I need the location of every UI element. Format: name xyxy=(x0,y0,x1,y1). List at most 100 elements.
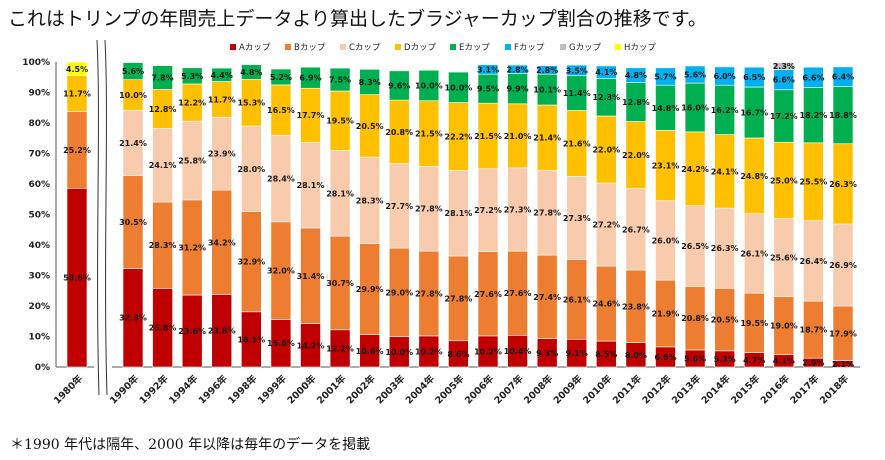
legend-label: Bカップ xyxy=(294,43,326,53)
x-tick-label: 1992年 xyxy=(137,372,171,406)
bar-segment xyxy=(181,67,203,85)
y-tick-label: 0% xyxy=(35,363,50,373)
data-label: 16.2% xyxy=(711,106,739,115)
data-label: 10.0% xyxy=(445,83,473,92)
y-tick-label: 50% xyxy=(28,211,50,221)
data-label: 29.9% xyxy=(356,285,384,294)
data-label: 12.8% xyxy=(622,98,650,107)
y-tick-label: 30% xyxy=(28,272,50,282)
data-label: 14.8% xyxy=(652,104,680,113)
data-label: 26.9% xyxy=(829,261,857,270)
data-label: 5.2% xyxy=(270,73,292,82)
data-label: 27.8% xyxy=(533,209,561,218)
data-label: 10.0% xyxy=(385,348,413,357)
data-label: 22.2% xyxy=(445,132,473,141)
data-label: 2.8% xyxy=(506,65,528,74)
data-label: 10.1% xyxy=(533,86,561,95)
data-label: 6.6% xyxy=(654,353,676,362)
data-label: 5.3% xyxy=(181,72,203,81)
data-label: 26.5% xyxy=(681,242,709,251)
data-label: 25.2% xyxy=(63,146,91,155)
data-label: 28.3% xyxy=(149,241,177,250)
data-label: 5.6% xyxy=(122,67,144,76)
bar-segment xyxy=(448,71,469,103)
data-label: 27.6% xyxy=(474,290,502,299)
y-tick-label: 20% xyxy=(28,302,50,312)
data-label: 17.9% xyxy=(829,329,857,338)
data-label: 22.0% xyxy=(622,151,650,160)
data-label: 4.1% xyxy=(595,68,617,77)
data-label: 19.5% xyxy=(740,319,768,328)
data-label: 26.1% xyxy=(563,295,591,304)
data-label: 27.2% xyxy=(474,206,502,215)
data-label: 32.9% xyxy=(237,258,265,267)
bar-segment xyxy=(122,62,144,80)
data-label: 15.6% xyxy=(267,339,295,348)
data-label: 27.6% xyxy=(504,289,532,298)
data-label: 26.0% xyxy=(652,236,680,245)
x-tick-label: 2005年 xyxy=(433,372,467,406)
data-label: 21.6% xyxy=(563,139,591,148)
data-label: 15.3% xyxy=(237,99,265,108)
data-label: 2.9% xyxy=(802,359,824,368)
data-label: 23.8% xyxy=(208,327,236,336)
data-label: 5.3% xyxy=(714,355,736,364)
y-tick-label: 40% xyxy=(28,241,50,251)
legend-swatch xyxy=(505,44,511,50)
data-label: 5.6% xyxy=(684,354,706,363)
data-label: 9.5% xyxy=(477,85,499,94)
x-tick-label: 2001年 xyxy=(314,372,348,406)
data-label: 31.2% xyxy=(178,243,206,252)
x-tick-label: 2010年 xyxy=(581,372,615,406)
y-tick-label: 70% xyxy=(28,150,50,160)
data-label: 24.2% xyxy=(681,165,709,174)
legend-label: Fカップ xyxy=(514,43,545,53)
data-label: 24.6% xyxy=(592,300,620,309)
bar-segment xyxy=(566,64,588,77)
data-label: 12.3% xyxy=(592,93,620,102)
data-label: 23.6% xyxy=(178,327,206,336)
data-label: 24.1% xyxy=(149,161,177,170)
data-label: 9.9% xyxy=(506,85,528,94)
data-label: 20.5% xyxy=(356,122,384,131)
data-label: 24.1% xyxy=(711,167,739,176)
data-label: 16.7% xyxy=(740,108,768,117)
x-tick-label: 2004年 xyxy=(403,372,437,406)
data-label: 18.2% xyxy=(800,111,828,120)
bar-segment xyxy=(211,67,233,82)
data-label: 10.2% xyxy=(474,347,502,356)
data-label: 25.5% xyxy=(800,178,828,187)
legend-label: Aカップ xyxy=(239,43,271,53)
legend-swatch xyxy=(395,44,401,50)
legend-swatch xyxy=(450,44,456,50)
x-tick-label: 2015年 xyxy=(728,372,762,406)
legend-label: Eカップ xyxy=(459,43,490,53)
bar-segment xyxy=(714,66,735,86)
data-label: 4.1% xyxy=(773,357,795,366)
bar-segment xyxy=(300,66,321,89)
data-label: 32.3% xyxy=(119,314,147,323)
x-tick-label: 2018年 xyxy=(817,372,851,406)
data-label: 18.1% xyxy=(237,335,265,344)
bar-segment xyxy=(536,65,558,75)
data-label: 2.3% xyxy=(773,62,795,71)
data-label: 3.5% xyxy=(566,66,588,75)
bar-segment xyxy=(152,65,173,90)
x-tick-label: 2016年 xyxy=(758,372,792,406)
data-label: 23.8% xyxy=(622,302,650,311)
data-label: 2.8% xyxy=(536,66,558,75)
x-tick-label: 2006年 xyxy=(462,372,496,406)
data-label: 18.8% xyxy=(829,111,857,120)
x-tick-label: 1994年 xyxy=(166,372,200,406)
data-label: 29.0% xyxy=(385,288,413,297)
bar-segment xyxy=(329,67,351,92)
data-label: 12.2% xyxy=(178,99,206,108)
data-label: 17.7% xyxy=(297,111,325,120)
x-tick-label: 2002年 xyxy=(344,372,378,406)
data-label: 27.7% xyxy=(385,202,413,211)
bar-segment xyxy=(803,66,824,88)
data-label: 6.0% xyxy=(714,72,736,81)
axis-break-mark xyxy=(96,39,100,396)
y-tick-label: 60% xyxy=(28,180,50,190)
data-label: 9.3% xyxy=(536,349,558,358)
